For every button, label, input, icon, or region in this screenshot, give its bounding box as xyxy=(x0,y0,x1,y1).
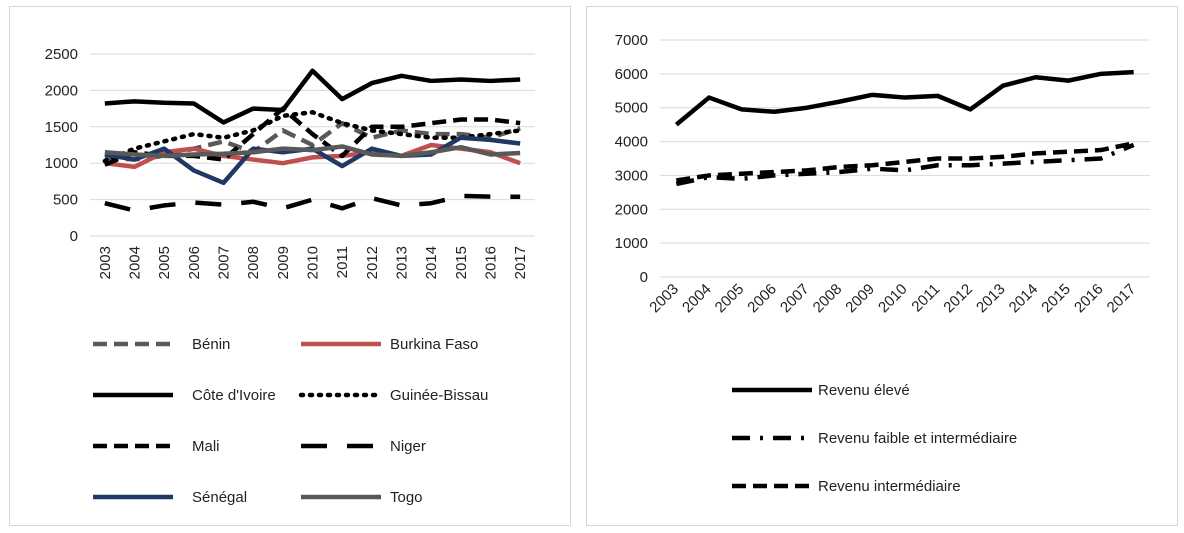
x-tick-label-income: 2008 xyxy=(810,281,846,317)
x-tick-label-income: 2010 xyxy=(875,281,911,317)
chart-panel-income: 0 1000 2000 3000 4000 5000 6000 7000 2003 2004 200… xyxy=(586,6,1178,526)
series-line-income-2 xyxy=(675,141,1135,183)
y-tick-label-countries: 2500 xyxy=(45,46,78,63)
x-tick-label-income: 2011 xyxy=(908,281,943,316)
x-tick-label-countries: 2007 xyxy=(216,246,233,279)
y-tick-label-countries: 0 xyxy=(70,228,78,245)
x-tick-label-countries: 2003 xyxy=(97,246,114,279)
y-tick-label-countries: 2000 xyxy=(45,82,78,99)
x-tick-label-income: 2014 xyxy=(1006,281,1042,317)
y-tick-label-income: 6000 xyxy=(615,66,648,83)
x-tick-label-countries: 2017 xyxy=(512,246,529,279)
x-tick-label-income: 2003 xyxy=(646,281,682,317)
x-tick-label-income: 2006 xyxy=(744,281,780,317)
x-tick-label-income: 2017 xyxy=(1104,281,1140,317)
legend-label-countries-2: Côte d'Ivoire xyxy=(192,387,276,404)
x-tick-label-income: 2012 xyxy=(940,281,976,317)
legend-label-countries-7: Togo xyxy=(390,489,423,506)
x-tick-label-countries: 2015 xyxy=(453,246,470,279)
x-tick-label-countries: 2016 xyxy=(483,246,500,279)
chart-countries: 0 500 1000 1500 2000 2500 2003 2004 2005 2006 2007… xyxy=(45,46,535,506)
legend-label-countries-1: Burkina Faso xyxy=(390,336,478,353)
x-tick-label-income: 2005 xyxy=(712,281,748,317)
x-tick-label-income: 2015 xyxy=(1038,281,1074,317)
legend-label-countries-3: Guinée-Bissau xyxy=(390,387,488,404)
y-tick-label-countries: 1500 xyxy=(45,119,78,136)
x-tick-label-countries: 2010 xyxy=(305,246,322,279)
series-line-countries-7 xyxy=(104,144,521,159)
x-tick-label-income: 2004 xyxy=(679,281,715,317)
series-line-countries-5 xyxy=(104,193,521,213)
y-tick-label-income: 1000 xyxy=(615,235,648,252)
x-tick-label-countries: 2006 xyxy=(186,246,203,279)
legend-label-countries-6: Sénégal xyxy=(192,489,247,506)
y-tick-label-income: 7000 xyxy=(615,32,648,49)
series-line-income-0 xyxy=(674,69,1134,127)
x-tick-label-income: 2007 xyxy=(777,281,813,317)
y-tick-label-income: 2000 xyxy=(615,201,648,218)
x-tick-label-countries: 2009 xyxy=(275,246,292,279)
series-line-countries-3 xyxy=(102,109,523,164)
x-tick-label-income: 2016 xyxy=(1071,281,1107,317)
y-tick-label-income: 4000 xyxy=(615,134,648,151)
series-line-income-1 xyxy=(675,142,1135,187)
y-tick-label-income: 3000 xyxy=(615,167,648,184)
legend-label-income-0: Revenu élevé xyxy=(818,382,910,399)
legend-label-countries-5: Niger xyxy=(390,438,426,455)
y-tick-label-income: 5000 xyxy=(615,100,648,117)
chart-panel-countries: 0 500 1000 1500 2000 2500 2003 2004 2005 2006 2007… xyxy=(9,6,571,526)
legend-label-income-2: Revenu intermédiaire xyxy=(818,478,961,495)
x-tick-label-countries: 2013 xyxy=(394,246,411,279)
y-tick-label-countries: 1000 xyxy=(45,155,78,172)
x-tick-label-countries: 2005 xyxy=(156,246,173,279)
y-tick-label-countries: 500 xyxy=(53,192,78,209)
series-line-countries-2 xyxy=(104,68,521,125)
x-tick-label-income: 2013 xyxy=(973,281,1009,317)
legend-label-countries-4: Mali xyxy=(192,438,220,455)
x-tick-label-income: 2009 xyxy=(842,281,878,317)
legend-label-income-1: Revenu faible et intermédiaire xyxy=(818,430,1017,447)
chart-income: 0100020003000400050006000700020032004200… xyxy=(615,32,1150,495)
legend-label-countries-0: Bénin xyxy=(192,336,230,353)
x-tick-label-countries: 2012 xyxy=(364,246,381,279)
x-tick-label-countries: 2011 xyxy=(334,246,351,278)
x-tick-label-countries: 2008 xyxy=(245,246,262,279)
x-tick-label-countries: 2004 xyxy=(127,246,144,279)
y-tick-label-income: 0 xyxy=(640,269,648,286)
x-tick-label-countries: 2014 xyxy=(423,246,440,279)
